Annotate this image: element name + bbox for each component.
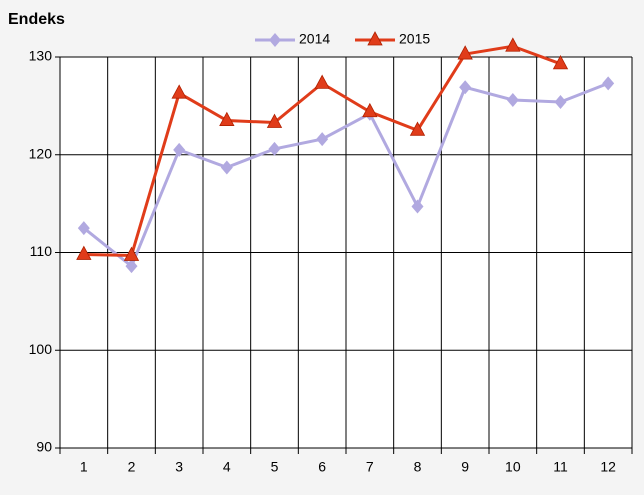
legend-label: 2015 [399, 31, 430, 47]
marker [173, 142, 186, 157]
marker [411, 199, 424, 214]
y-tick-label: 100 [29, 341, 53, 357]
y-tick-label: 90 [36, 439, 52, 455]
y-tick-label: 110 [30, 243, 53, 259]
series-line [82, 81, 609, 269]
marker [505, 37, 521, 52]
marker [171, 84, 187, 99]
x-tick-label: 4 [223, 459, 231, 475]
marker [316, 132, 329, 147]
marker [219, 111, 235, 126]
marker [76, 245, 92, 260]
marker [459, 80, 472, 95]
marker [602, 76, 615, 91]
x-tick-label: 6 [318, 459, 326, 475]
marker [123, 246, 140, 261]
y-tick-label: 120 [29, 145, 53, 161]
x-tick-label: 12 [600, 459, 616, 475]
marker [268, 141, 281, 156]
x-tick-label: 10 [505, 459, 521, 475]
marker [457, 45, 473, 60]
marker [554, 94, 567, 109]
marker [362, 102, 378, 118]
x-tick-label: 5 [271, 459, 279, 475]
marker [77, 221, 90, 236]
x-tick-label: 9 [461, 459, 469, 475]
legend-marker [269, 33, 281, 47]
marker [220, 160, 233, 175]
marker [409, 121, 426, 136]
x-tick-label: 1 [80, 459, 88, 475]
marker [506, 93, 519, 108]
x-tick-label: 7 [366, 459, 374, 475]
legend-marker [367, 31, 383, 46]
marker [266, 113, 283, 128]
x-tick-label: 2 [128, 459, 136, 475]
marker [314, 74, 330, 89]
marker [552, 54, 569, 70]
marker [125, 259, 138, 274]
chart-title: Endeks [8, 11, 65, 28]
y-tick-label: 130 [29, 48, 53, 64]
x-tick-label: 11 [553, 459, 568, 475]
x-tick-label: 8 [414, 459, 422, 475]
legend-label: 2014 [299, 31, 330, 47]
x-tick-label: 3 [175, 459, 183, 475]
